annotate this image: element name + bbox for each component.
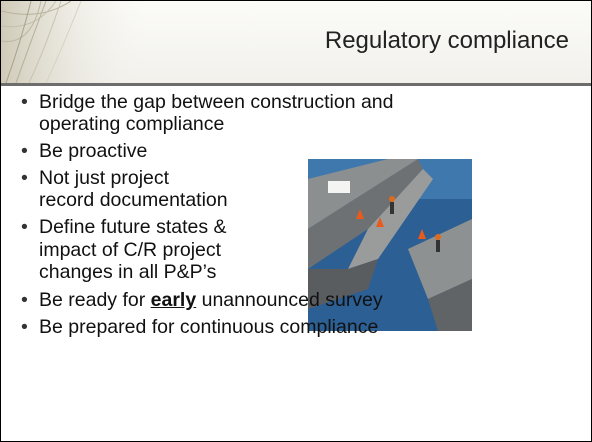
bullet-text: impact of C/R project bbox=[39, 239, 221, 262]
bullet-text: Be proactive bbox=[39, 140, 147, 163]
bullet-text: Not just project bbox=[39, 167, 169, 190]
slide-title: Regulatory compliance bbox=[325, 27, 569, 55]
bullet-text: Be prepared for continuous compliance bbox=[39, 316, 378, 339]
bullet-text-part: Be ready for bbox=[39, 289, 151, 311]
emphasis-text: early bbox=[151, 289, 197, 311]
bullet-dot: • bbox=[21, 216, 28, 239]
bullet-text: Define future states & bbox=[39, 216, 227, 239]
book-pages bbox=[1, 1, 151, 83]
slide: Regulatory compliance • Bridge the gap be… bbox=[0, 0, 592, 442]
bullet-dot: • bbox=[21, 167, 28, 190]
bullet-text: Be ready for early unannounced survey bbox=[39, 289, 383, 312]
bullet-text: changes in all P&P’s bbox=[39, 261, 216, 284]
bullet-dot: • bbox=[21, 91, 28, 114]
header-rule bbox=[1, 83, 591, 86]
bullet-dot: • bbox=[21, 140, 28, 163]
bullet-text: record documentation bbox=[39, 189, 228, 212]
bullet-text: Bridge the gap between construction and bbox=[39, 91, 394, 114]
bullet-dot: • bbox=[21, 289, 28, 312]
bullet-text-part: unannounced survey bbox=[196, 289, 382, 311]
bullet-text: operating compliance bbox=[39, 113, 224, 136]
bullet-dot: • bbox=[21, 316, 28, 339]
header: Regulatory compliance bbox=[1, 1, 591, 83]
